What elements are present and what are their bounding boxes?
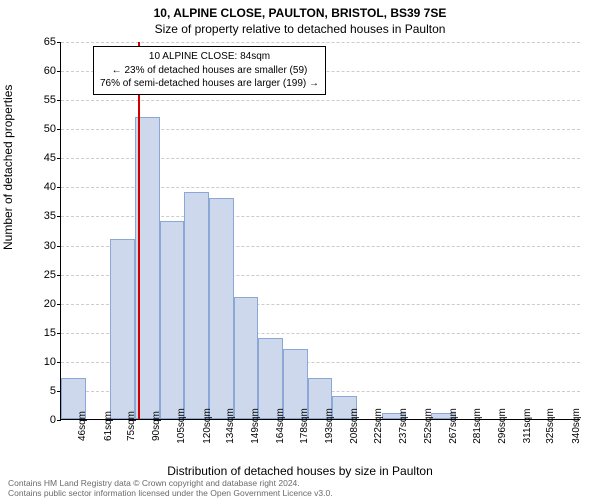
histogram-bar bbox=[160, 221, 185, 419]
x-tick-label: 281sqm bbox=[472, 408, 483, 444]
y-axis-label: Number of detached properties bbox=[1, 85, 15, 250]
y-tick-label: 45 bbox=[26, 152, 56, 164]
x-tick-label: 208sqm bbox=[349, 408, 360, 444]
x-tick-label: 46sqm bbox=[77, 411, 88, 441]
y-tick-label: 15 bbox=[26, 327, 56, 339]
y-tick-label: 10 bbox=[26, 356, 56, 368]
y-tick-label: 0 bbox=[26, 414, 56, 426]
y-tick bbox=[57, 362, 61, 363]
chart-title-sub: Size of property relative to detached ho… bbox=[0, 22, 600, 36]
x-tick-label: 149sqm bbox=[250, 408, 261, 444]
x-tick-label: 340sqm bbox=[571, 408, 582, 444]
histogram-bar bbox=[209, 198, 234, 419]
y-tick bbox=[57, 129, 61, 130]
reference-line bbox=[138, 42, 140, 419]
y-tick bbox=[57, 158, 61, 159]
plot-area: 10 ALPINE CLOSE: 84sqm ← 23% of detached… bbox=[60, 42, 580, 420]
y-tick bbox=[57, 304, 61, 305]
y-tick bbox=[57, 216, 61, 217]
x-axis-label: Distribution of detached houses by size … bbox=[0, 464, 600, 478]
annotation-line1: 10 ALPINE CLOSE: 84sqm bbox=[100, 50, 319, 64]
x-tick-label: 120sqm bbox=[202, 408, 213, 444]
y-tick-label: 60 bbox=[26, 65, 56, 77]
y-tick-label: 65 bbox=[26, 36, 56, 48]
annotation-line3: 76% of semi-detached houses are larger (… bbox=[100, 77, 319, 91]
x-tick-label: 252sqm bbox=[423, 408, 434, 444]
x-tick-label: 105sqm bbox=[176, 408, 187, 444]
y-tick bbox=[57, 42, 61, 43]
footer-attribution: Contains HM Land Registry data © Crown c… bbox=[8, 478, 333, 498]
y-tick-label: 30 bbox=[26, 240, 56, 252]
x-tick-label: 222sqm bbox=[373, 408, 384, 444]
y-tick bbox=[57, 333, 61, 334]
y-tick-label: 25 bbox=[26, 269, 56, 281]
x-tick-label: 237sqm bbox=[398, 408, 409, 444]
y-tick-label: 40 bbox=[26, 181, 56, 193]
y-tick bbox=[57, 100, 61, 101]
y-tick bbox=[57, 246, 61, 247]
histogram-bar bbox=[110, 239, 135, 419]
chart-title-main: 10, ALPINE CLOSE, PAULTON, BRISTOL, BS39… bbox=[0, 6, 600, 20]
y-tick-label: 55 bbox=[26, 94, 56, 106]
histogram-bar bbox=[258, 338, 283, 419]
x-tick-label: 311sqm bbox=[522, 409, 533, 444]
y-tick bbox=[57, 187, 61, 188]
x-tick-label: 164sqm bbox=[275, 408, 286, 444]
histogram-bar bbox=[234, 297, 259, 419]
y-tick-label: 5 bbox=[26, 385, 56, 397]
x-tick-label: 75sqm bbox=[126, 411, 137, 441]
chart-container: 10, ALPINE CLOSE, PAULTON, BRISTOL, BS39… bbox=[0, 0, 600, 500]
x-tick-label: 178sqm bbox=[299, 408, 310, 444]
x-tick-label: 90sqm bbox=[151, 411, 162, 441]
x-tick-label: 296sqm bbox=[497, 408, 508, 444]
y-tick bbox=[57, 420, 61, 421]
footer-line2: Contains public sector information licen… bbox=[8, 488, 333, 498]
x-tick-label: 193sqm bbox=[324, 408, 335, 444]
y-tick-label: 50 bbox=[26, 123, 56, 135]
annotation-box: 10 ALPINE CLOSE: 84sqm ← 23% of detached… bbox=[93, 46, 326, 95]
y-tick-label: 20 bbox=[26, 298, 56, 310]
y-tick bbox=[57, 71, 61, 72]
x-tick-label: 325sqm bbox=[545, 408, 556, 444]
x-tick-label: 267sqm bbox=[448, 408, 459, 444]
x-tick-label: 134sqm bbox=[225, 408, 236, 444]
y-tick-label: 35 bbox=[26, 210, 56, 222]
footer-line1: Contains HM Land Registry data © Crown c… bbox=[8, 478, 333, 488]
annotation-line2: ← 23% of detached houses are smaller (59… bbox=[100, 64, 319, 78]
x-tick-label: 61sqm bbox=[103, 411, 114, 441]
y-tick bbox=[57, 275, 61, 276]
histogram-bar bbox=[184, 192, 209, 419]
